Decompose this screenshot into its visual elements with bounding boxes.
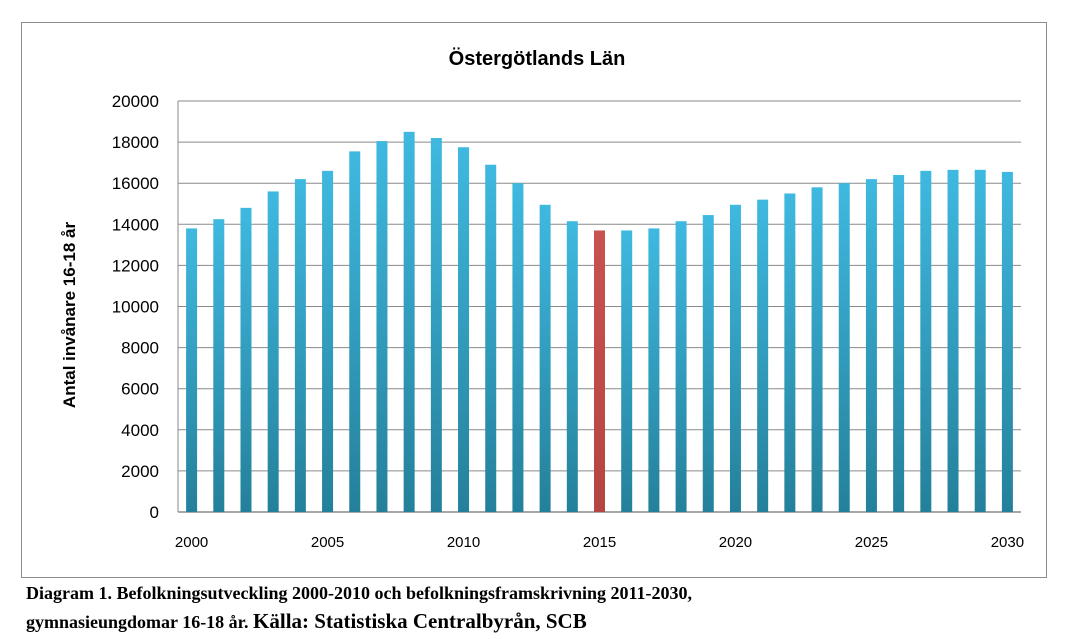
bar-2021	[757, 199, 769, 512]
bar-2026	[893, 174, 905, 513]
bar-2011	[485, 164, 497, 512]
bar-2020	[729, 204, 741, 512]
bar-2010	[458, 147, 470, 513]
bar-2030	[1001, 171, 1013, 512]
chart: Östergötlands Län Antal invånare 16-18 å…	[60, 47, 1024, 551]
y-tick-label: 0	[150, 503, 159, 522]
caption-line-1: Diagram 1. Befolkningsutveckling 2000-20…	[26, 583, 693, 603]
bar-2007	[376, 141, 388, 512]
bar-2003	[267, 191, 279, 513]
bar-2009	[430, 137, 442, 512]
y-tick-labels: 0 2000 4000 6000 8000 10000 12000 14000 16000 180…	[112, 92, 159, 522]
bar-2012	[512, 183, 524, 512]
x-tick-label: 2005	[311, 534, 344, 551]
y-tick-label: 8000	[121, 339, 159, 358]
y-tick-label: 16000	[112, 174, 159, 193]
bar-2028	[947, 169, 959, 512]
bar-2016	[621, 230, 633, 512]
x-tick-label: 2000	[175, 534, 208, 551]
y-tick-label: 14000	[112, 215, 159, 234]
bar-2019	[702, 215, 714, 513]
bar-2023	[811, 187, 823, 512]
y-axis-label: Antal invånare 16-18 år	[60, 222, 79, 409]
bar-2014	[566, 221, 578, 512]
x-tick-label: 2025	[855, 534, 888, 551]
bar-2024	[838, 183, 850, 512]
x-tick-label: 2030	[991, 534, 1024, 551]
y-tick-label: 20000	[112, 92, 159, 111]
caption-line-2: gymnasieungdomar 16-18 år. Källa: Statis…	[26, 609, 587, 634]
y-tick-label: 2000	[121, 462, 159, 481]
bar-2006	[349, 151, 361, 512]
x-tick-labels: 2000 2005 2010 2015 2020 2025 2030	[175, 534, 1024, 551]
bar-2008	[403, 131, 415, 512]
bar-2017	[648, 228, 660, 512]
bar-2000	[186, 228, 198, 512]
y-tick-label: 10000	[112, 298, 159, 317]
x-tick-label: 2020	[719, 534, 752, 551]
chart-title: Östergötlands Län	[449, 47, 626, 70]
bar-2001	[213, 219, 225, 512]
y-tick-label: 12000	[112, 256, 159, 275]
caption-source: Källa: Statistiska Centralbyrån, SCB	[253, 609, 587, 633]
bar-2018	[675, 221, 687, 512]
bar-2029	[974, 169, 986, 512]
bar-2013	[539, 204, 551, 512]
bar-2005	[322, 170, 334, 512]
caption-description: gymnasieungdomar 16-18 år.	[26, 612, 254, 632]
x-tick-label: 2015	[583, 534, 616, 551]
bar-2022	[784, 193, 796, 512]
y-tick-label: 18000	[112, 133, 159, 152]
bar-2004	[294, 179, 306, 512]
bar-2015	[594, 230, 605, 512]
y-tick-label: 6000	[121, 380, 159, 399]
chart-frame: Östergötlands Län Antal invånare 16-18 å…	[21, 22, 1047, 578]
x-tick-label: 2010	[447, 534, 480, 551]
bar-2002	[240, 207, 252, 513]
y-tick-label: 4000	[121, 421, 159, 440]
bars	[186, 131, 1013, 513]
bar-2025	[865, 179, 877, 512]
bar-2027	[920, 170, 932, 512]
